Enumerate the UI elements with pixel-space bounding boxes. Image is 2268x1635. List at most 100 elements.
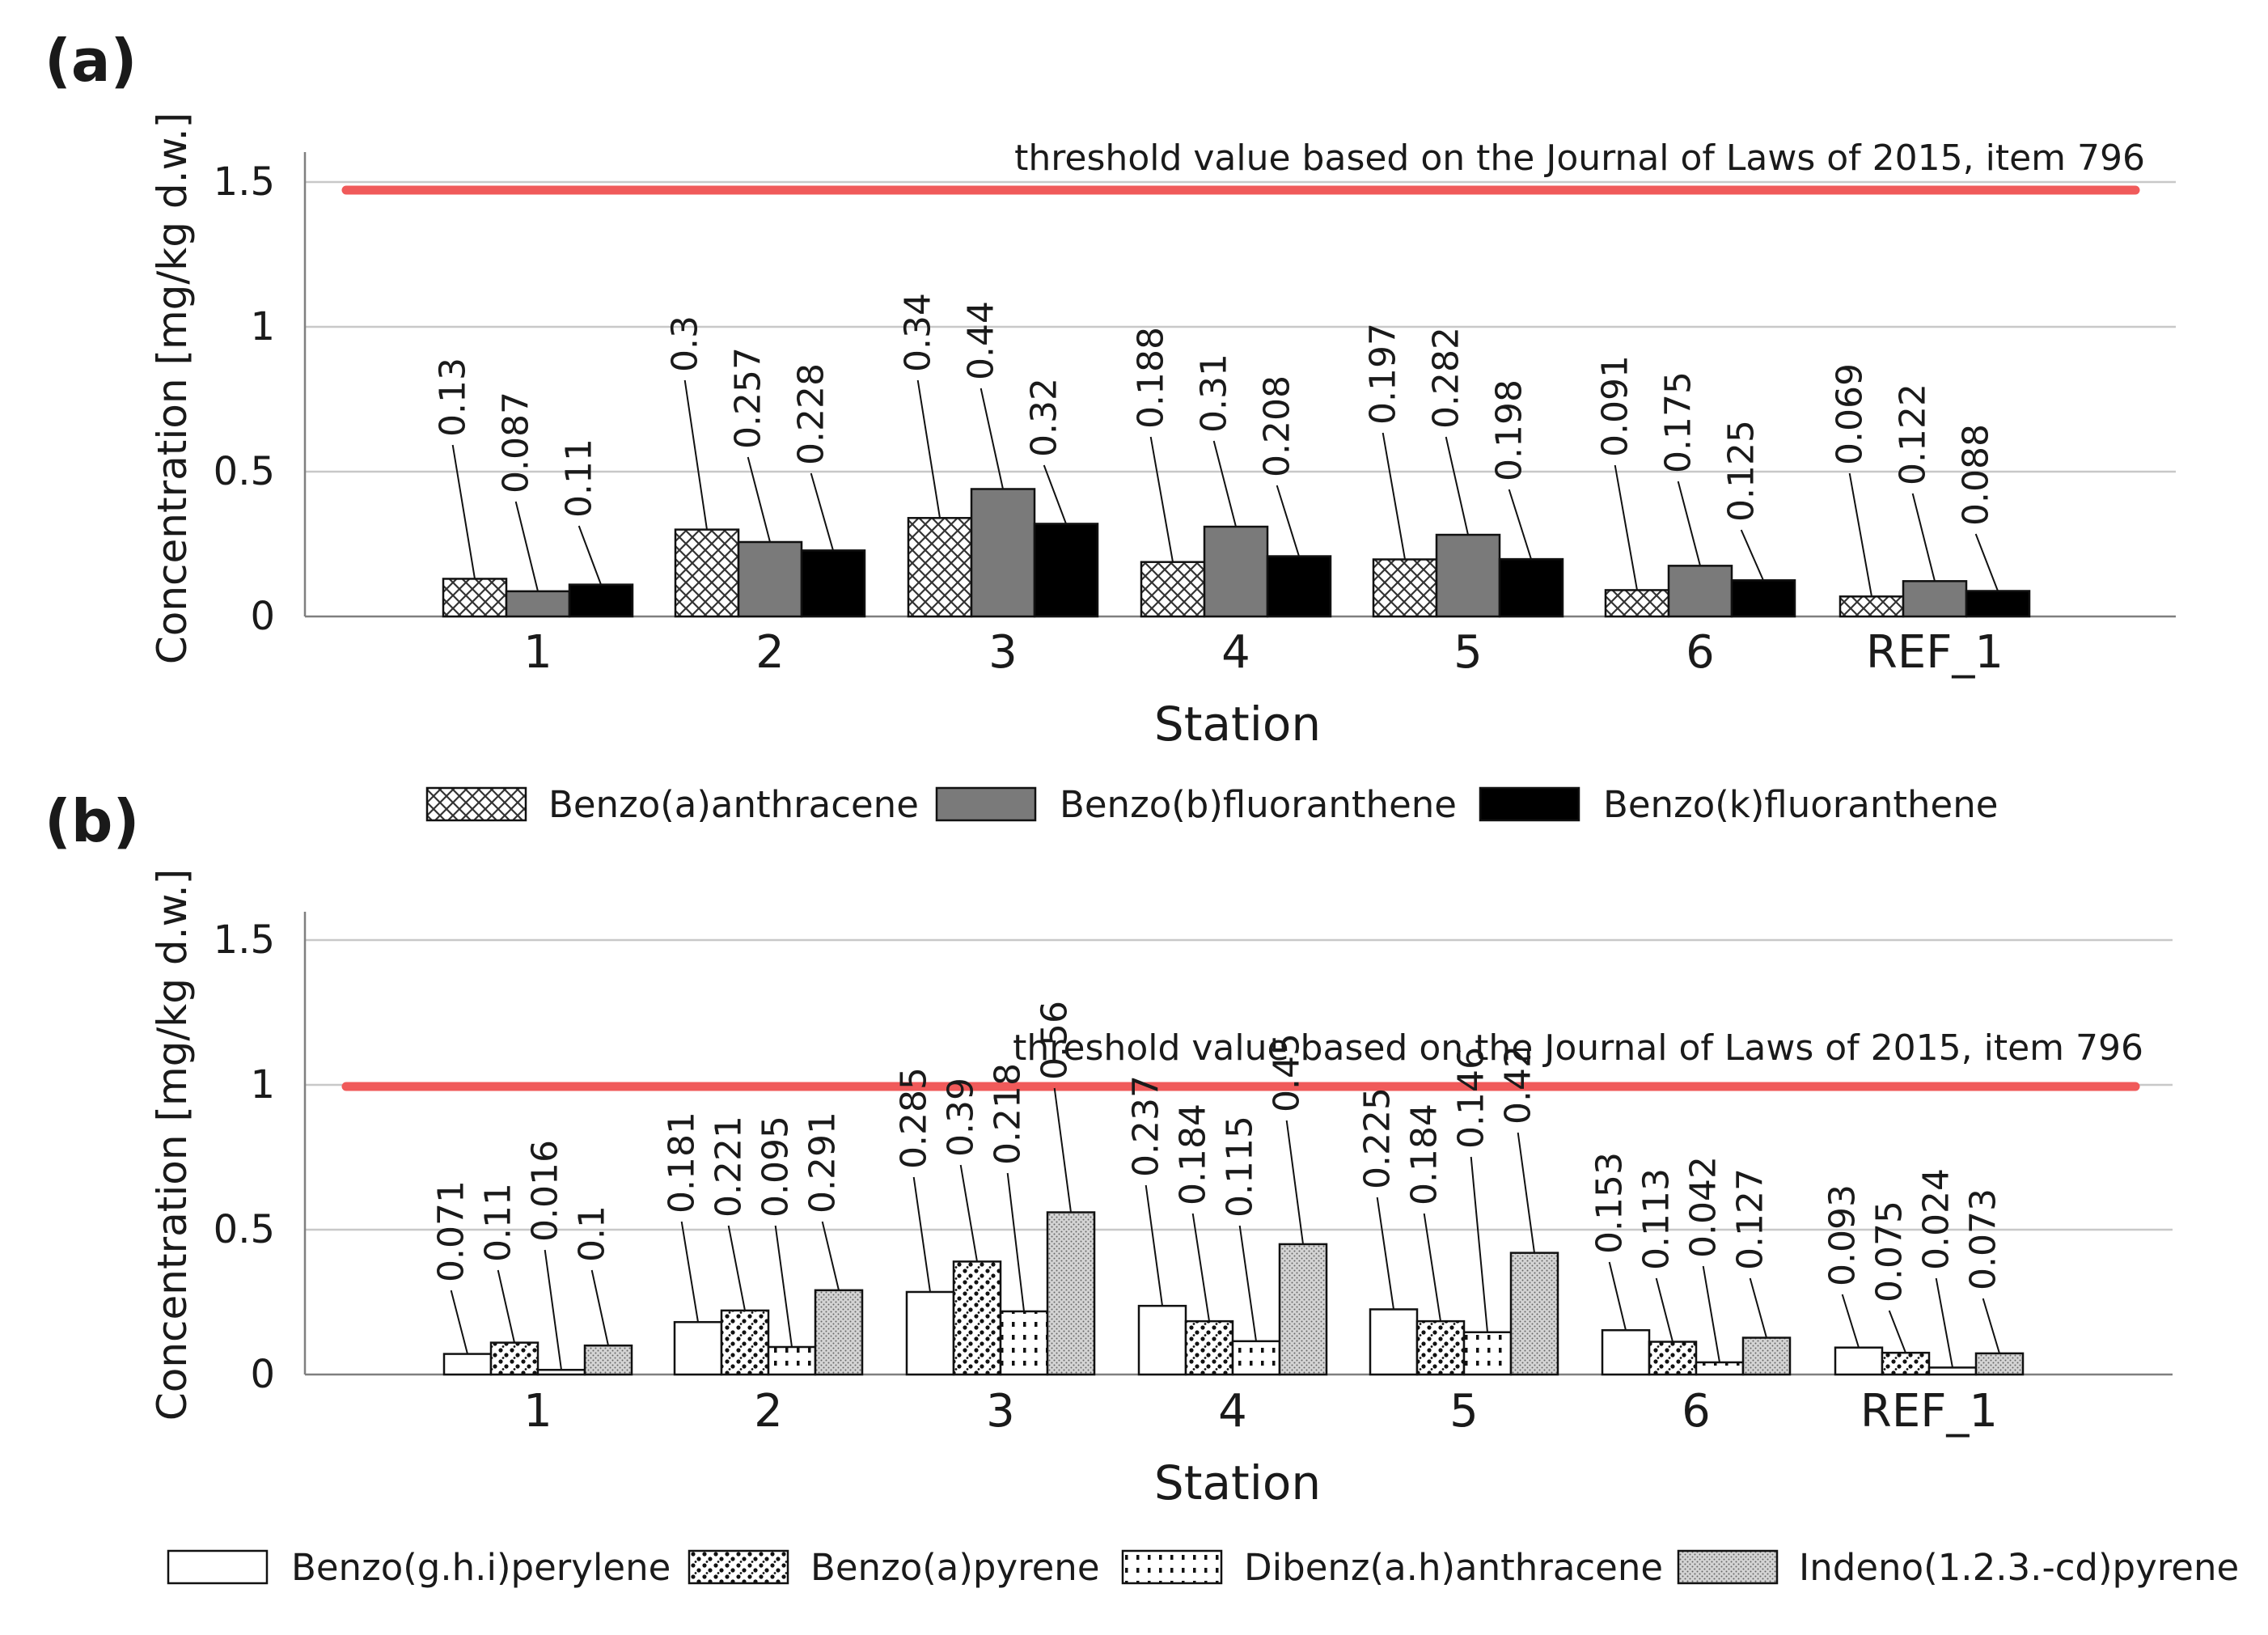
x-tick-label: 2 xyxy=(754,1385,783,1438)
bar xyxy=(905,1290,955,1376)
x-tick-labels-b: 1 2 3 4 5 6 REF_1 xyxy=(523,1385,1998,1438)
threshold-label-b: threshold value based on the Journal of … xyxy=(1013,1027,2143,1069)
bar xyxy=(720,1309,770,1376)
data-label: 0.115 xyxy=(1220,1116,1261,1218)
data-label: 0.257 xyxy=(728,347,769,449)
y-tick-label: 1.5 xyxy=(214,917,275,963)
data-label: 0.285 xyxy=(894,1067,935,1169)
data-label-leader xyxy=(450,1290,468,1354)
data-label-leader xyxy=(727,1225,746,1311)
bar xyxy=(442,1353,493,1376)
data-label-leader xyxy=(1006,1172,1025,1312)
bar xyxy=(1730,579,1796,618)
data-label: 0.291 xyxy=(802,1112,844,1214)
bar xyxy=(1667,565,1733,618)
y-axis-title-b: Concentration [mg/kg d.w.] xyxy=(149,869,196,1421)
data-label-leader xyxy=(578,525,602,585)
data-label: 0.184 xyxy=(1404,1103,1445,1205)
data-label: 0.11 xyxy=(559,438,600,518)
data-label: 0.069 xyxy=(1830,363,1871,465)
data-label-leader xyxy=(1935,1277,1953,1368)
bar xyxy=(442,578,508,618)
legend-swatch xyxy=(1677,1549,1779,1585)
x-tick-labels-a: 1 2 3 4 5 6 REF_1 xyxy=(523,626,2004,679)
x-tick-label: 5 xyxy=(1449,1385,1479,1438)
data-label-leader xyxy=(1145,1184,1163,1307)
bar xyxy=(1648,1341,1698,1376)
data-label: 0.34 xyxy=(898,293,939,372)
x-tick-label: 4 xyxy=(1221,626,1250,679)
data-label: 0.095 xyxy=(755,1116,797,1218)
data-label: 0.39 xyxy=(941,1078,982,1157)
threshold-label-a: threshold value based on the Journal of … xyxy=(1014,138,2145,179)
legend-a: Benzo(a)anthracene Benzo(b)fluoranthene Be… xyxy=(425,783,1998,826)
data-label-leader xyxy=(451,444,476,579)
legend-swatch xyxy=(425,786,527,822)
legend-item: Benzo(a)anthracene xyxy=(425,783,919,826)
y-axis-title-a: Concentration [mg/kg d.w.] xyxy=(149,112,196,664)
data-label: 0.113 xyxy=(1636,1168,1678,1270)
y-tick-label: 0.5 xyxy=(214,1207,275,1252)
panel-label-a: (a) xyxy=(44,27,137,95)
bar xyxy=(673,1320,723,1376)
bar xyxy=(536,1369,586,1376)
data-label-leader xyxy=(1149,436,1174,562)
data-label: 0.218 xyxy=(988,1063,1029,1165)
data-label: 0.073 xyxy=(1963,1188,2004,1290)
data-label: 0.198 xyxy=(1489,379,1530,481)
data-label: 0.016 xyxy=(525,1140,566,1242)
data-label-leader xyxy=(916,379,941,519)
data-label-leader xyxy=(747,456,771,543)
bar xyxy=(1266,555,1332,618)
data-label-leader xyxy=(1212,440,1237,527)
data-label-leader xyxy=(1423,1213,1441,1322)
bar xyxy=(1278,1243,1328,1376)
x-tick-label: REF_1 xyxy=(1860,1385,1998,1438)
legend-label: Benzo(a)pyrene xyxy=(810,1546,1100,1589)
x-tick-label: 1 xyxy=(523,626,552,679)
x-tick-label: 6 xyxy=(1686,626,1715,679)
data-label: 0.184 xyxy=(1173,1103,1214,1205)
x-tick-label: 6 xyxy=(1682,1385,1711,1438)
x-tick-label: 3 xyxy=(986,1385,1015,1438)
bar xyxy=(489,1341,539,1376)
grid-lines-a xyxy=(305,180,2176,473)
data-label-leader xyxy=(1517,1132,1535,1253)
bar xyxy=(1137,1304,1187,1376)
data-label: 0.197 xyxy=(1363,323,1404,425)
data-label-leader xyxy=(1508,489,1532,560)
data-label: 0.075 xyxy=(1869,1201,1910,1302)
data-label-leader xyxy=(1608,1261,1627,1331)
data-label: 0.282 xyxy=(1426,327,1467,429)
bar xyxy=(1741,1336,1792,1376)
legend-label: Benzo(a)anthracene xyxy=(548,783,919,826)
data-label: 0.45 xyxy=(1267,1033,1308,1112)
data-label: 0.13 xyxy=(433,358,474,437)
bar xyxy=(1369,1308,1419,1376)
data-label: 0.071 xyxy=(431,1180,472,1282)
data-label-leader xyxy=(1702,1265,1720,1363)
legend-label: Benzo(k)fluoranthene xyxy=(1603,783,1998,826)
data-label: 0.44 xyxy=(961,301,1002,380)
legend-swatch xyxy=(1479,786,1580,822)
data-label-leader xyxy=(514,501,539,592)
data-label: 0.32 xyxy=(1024,378,1065,457)
y-tick-labels-b: 0 0.5 1 1.5 xyxy=(214,917,275,1397)
legend-swatch xyxy=(688,1549,789,1585)
data-label: 0.146 xyxy=(1451,1047,1492,1149)
legend-item: Dibenz(a.h)anthracene xyxy=(1121,1546,1663,1589)
y-tick-label: 1.5 xyxy=(214,159,275,205)
x-axis-title-b: Station xyxy=(1154,1455,1321,1510)
data-label-leader xyxy=(1677,481,1701,566)
data-label: 0.088 xyxy=(1956,424,1997,526)
data-label: 0.31 xyxy=(1194,354,1235,433)
chart-panel-b: (b) Concentration [mg/kg d.w.] Station 0… xyxy=(44,787,2239,1589)
data-label-leader xyxy=(1841,1294,1860,1349)
bar xyxy=(952,1260,1002,1376)
data-label: 0.122 xyxy=(1893,383,1934,485)
bars-b: 0.071 0.11 0.016 0.1 0.181 0.221 0.095 0.291 0.2… xyxy=(431,1001,2025,1376)
data-label: 0.208 xyxy=(1257,375,1298,477)
data-label-leader xyxy=(1191,1213,1210,1322)
data-label: 0.024 xyxy=(1916,1168,1957,1270)
y-tick-label: 0 xyxy=(250,594,275,639)
